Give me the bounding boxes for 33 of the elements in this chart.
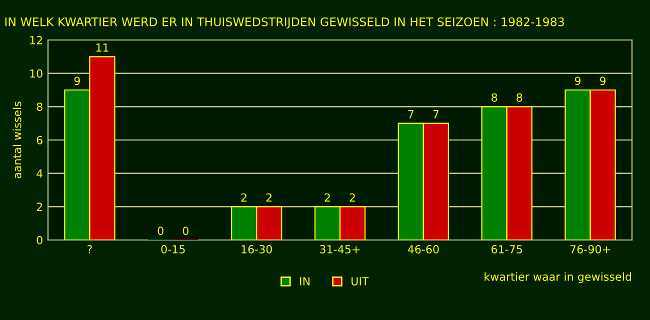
data-label: 8: [492, 93, 498, 102]
legend-label: IN: [300, 277, 310, 286]
x-tick-label: ?: [88, 245, 92, 254]
data-label: 0: [158, 226, 164, 236]
data-label: 2: [324, 193, 330, 202]
x-tick-label: 0-15: [161, 245, 185, 254]
data-label: 2: [266, 193, 272, 202]
data-label: 9: [600, 76, 606, 86]
x-tick-label: 16-30: [242, 245, 272, 254]
x-axis-title: kwartier waar in gewisseld: [484, 272, 631, 284]
y-tick-label: 10: [30, 69, 42, 78]
y-tick-label: 6: [36, 136, 42, 144]
y-tick-label: 12: [30, 36, 42, 44]
data-label: 9: [574, 76, 581, 86]
y-tick-label: 4: [36, 169, 43, 178]
chart-title: IN WELK KWARTIER WERD ER IN THUISWEDSTRIJDEN GEWISSELD IN HET SEIZOEN : 1982-1983: [5, 17, 564, 28]
y-tick-label: 0: [36, 236, 42, 244]
data-label: 8: [516, 93, 522, 102]
data-label: 0: [182, 226, 188, 236]
data-label: 9: [74, 76, 80, 86]
x-tick-label: 46-60: [408, 245, 439, 254]
data-label: 7: [408, 110, 414, 118]
x-tick-label: 31-45+: [320, 245, 360, 254]
y-tick-label: 8: [36, 102, 42, 112]
data-label: 11: [96, 43, 108, 52]
x-tick-label: 61-75: [491, 245, 522, 254]
data-label: 7: [433, 110, 439, 118]
data-label: 2: [350, 193, 355, 202]
x-tick-label: 76-90+: [570, 245, 610, 254]
y-tick-label: 2: [36, 202, 42, 211]
data-label: 2: [241, 193, 246, 202]
y-axis-title: aantal wissels: [12, 102, 22, 178]
legend-label: UIT: [352, 277, 369, 286]
